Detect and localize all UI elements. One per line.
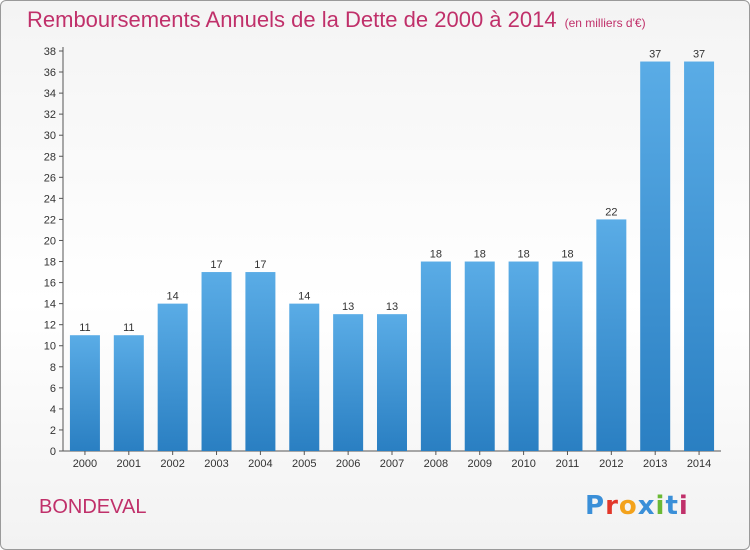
logo-letter: t — [665, 491, 679, 521]
y-tick-label: 8 — [50, 362, 56, 374]
bar — [596, 219, 627, 451]
logo-letter: i — [655, 491, 666, 521]
bar-value-label: 18 — [561, 249, 573, 261]
bar — [684, 61, 715, 452]
bar-value-label: 37 — [649, 49, 661, 61]
bar-value-label: 22 — [605, 206, 617, 218]
y-tick-label: 28 — [44, 151, 56, 163]
x-tick-label: 2013 — [643, 458, 667, 470]
bar — [420, 261, 451, 451]
bar — [201, 272, 232, 451]
x-tick-label: 2008 — [424, 458, 448, 470]
bar-value-label: 17 — [210, 259, 222, 271]
bar-value-label: 17 — [254, 259, 266, 271]
y-tick-label: 4 — [50, 404, 56, 416]
x-tick-label: 2011 — [556, 458, 580, 470]
chart-bars: 11 11 14 17 17 14 13 13 18 18 18 18 22 37 37 — [69, 49, 715, 452]
chart-title-text: Remboursements Annuels de la Dette de 20… — [27, 7, 557, 32]
y-tick-label: 10 — [44, 341, 56, 353]
logo-letter: i — [678, 491, 689, 521]
bar — [464, 261, 495, 451]
y-tick-label: 0 — [50, 446, 56, 458]
bar — [113, 335, 144, 451]
bar-value-label: 18 — [517, 249, 529, 261]
y-tick-label: 22 — [44, 214, 56, 226]
x-tick-label: 2005 — [292, 458, 316, 470]
x-tick-label: 2004 — [248, 458, 272, 470]
chart-unit: (en milliers d'€) — [564, 16, 646, 30]
bar — [69, 335, 100, 451]
y-tick-label: 14 — [44, 299, 56, 311]
bar — [333, 314, 364, 451]
x-tick-label: 2001 — [117, 458, 141, 470]
bar — [289, 303, 320, 451]
bar — [245, 272, 276, 451]
x-tick-label: 2000 — [73, 458, 97, 470]
y-tick-label: 20 — [44, 235, 56, 247]
y-tick-label: 34 — [44, 88, 56, 100]
logo-letter: r — [605, 491, 619, 521]
bar-value-label: 11 — [123, 322, 134, 334]
logo-letter: x — [637, 491, 656, 521]
proxiti-logo: Proxiti — [585, 491, 689, 521]
logo-letter: o — [618, 491, 638, 521]
x-tick-label: 2003 — [204, 458, 228, 470]
y-tick-label: 30 — [44, 130, 56, 142]
bar-value-label: 11 — [79, 322, 90, 334]
x-tick-label: 2012 — [599, 458, 623, 470]
y-tick-label: 36 — [44, 67, 56, 79]
chart-title: Remboursements Annuels de la Dette de 20… — [27, 7, 646, 33]
x-tick-label: 2009 — [467, 458, 491, 470]
y-tick-label: 2 — [50, 425, 56, 437]
commune-name: BONDEVAL — [39, 496, 147, 518]
logo-letter: P — [585, 491, 606, 521]
bar-value-label: 14 — [298, 291, 310, 303]
y-tick-label: 24 — [44, 193, 56, 205]
bar — [508, 261, 539, 451]
x-tick-label: 2006 — [336, 458, 360, 470]
y-tick-label: 6 — [50, 383, 56, 395]
x-tick-label: 2007 — [380, 458, 404, 470]
y-tick-label: 16 — [44, 278, 56, 290]
bar-value-label: 13 — [342, 301, 354, 313]
y-tick-label: 18 — [44, 257, 56, 269]
bar-value-label: 18 — [474, 249, 486, 261]
y-tick-label: 26 — [44, 172, 56, 184]
x-tick-label: 2014 — [687, 458, 711, 470]
bar-value-label: 14 — [167, 291, 179, 303]
x-tick-label: 2002 — [160, 458, 184, 470]
bar — [377, 314, 407, 451]
y-tick-label: 12 — [44, 320, 56, 332]
bar-value-label: 37 — [693, 49, 705, 61]
bar — [640, 61, 671, 452]
bar — [157, 303, 188, 451]
bar-value-label: 18 — [430, 249, 442, 261]
x-tick-label: 2010 — [511, 458, 535, 470]
y-tick-label: 38 — [44, 46, 56, 58]
bar-value-label: 13 — [386, 301, 398, 313]
y-tick-label: 32 — [44, 109, 56, 121]
bar — [552, 261, 583, 451]
